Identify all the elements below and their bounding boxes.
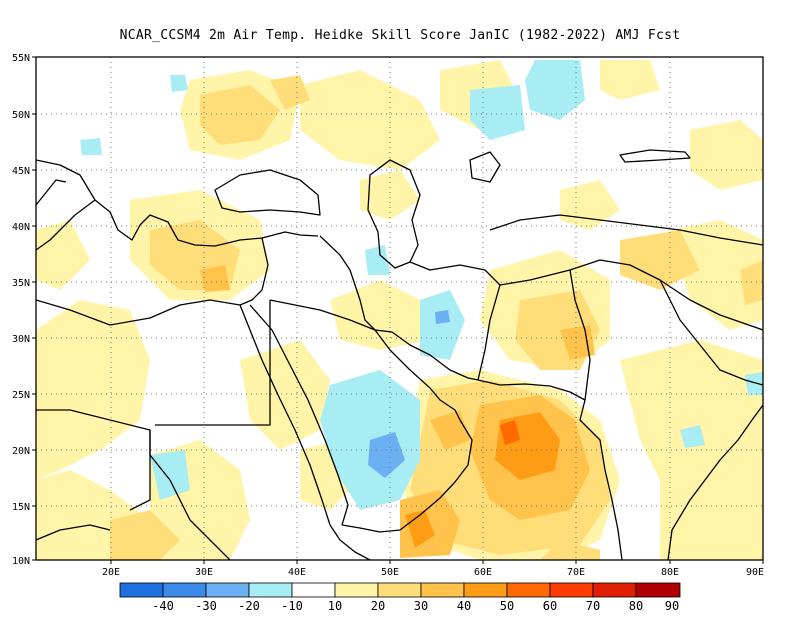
colorbar-swatch [506, 582, 551, 598]
colorbar-label: 40 [457, 599, 471, 613]
colorbar-label: 90 [665, 599, 679, 613]
lat-label: 10N [12, 556, 30, 567]
colorbar [119, 582, 681, 598]
lon-label: 80E [661, 567, 679, 578]
colorbar-swatch [592, 582, 637, 598]
lon-label: 20E [102, 567, 120, 578]
colorbar-labels: -40 -30 -20 -10 10 20 30 40 50 60 70 80 … [152, 599, 679, 613]
plot-frame [35, 56, 764, 561]
colorbar-label: -40 [152, 599, 174, 613]
colorbar-label: 50 [500, 599, 514, 613]
lon-label: 60E [474, 567, 492, 578]
colorbar-swatch [162, 582, 207, 598]
tick-marks [32, 56, 764, 564]
colorbar-label: -20 [238, 599, 260, 613]
colorbar-label: -10 [281, 599, 303, 613]
lat-label: 20N [12, 446, 30, 457]
shade-neg20-neg30 [368, 310, 450, 478]
lat-label: 55N [12, 53, 30, 64]
colorbar-swatch [635, 582, 681, 598]
lat-label: 25N [12, 390, 30, 401]
shade-50-60 [500, 420, 520, 445]
colorbar-label: 70 [586, 599, 600, 613]
colorbar-label: -30 [195, 599, 217, 613]
colorbar-label: 10 [328, 599, 342, 613]
lat-label: 45N [12, 166, 30, 177]
coastlines [36, 149, 763, 560]
skill-shading [36, 60, 763, 560]
colorbar-label: 60 [543, 599, 557, 613]
lat-label: 50N [12, 110, 30, 121]
colorbar-swatch [420, 582, 465, 598]
colorbar-swatch [463, 582, 508, 598]
lon-label: 40E [288, 567, 306, 578]
lat-tick-labels: 10N 15N 20N 25N 30N 35N 40N 45N 50N 55N [12, 53, 30, 567]
colorbar-swatch [291, 582, 336, 598]
colorbar-swatch [248, 582, 293, 598]
lon-label: 30E [195, 567, 213, 578]
colorbar-label: 20 [371, 599, 385, 613]
gridlines [36, 57, 763, 560]
lon-label: 50E [381, 567, 399, 578]
colorbar-label: 80 [629, 599, 643, 613]
colorbar-swatch [549, 582, 594, 598]
lon-label: 70E [567, 567, 585, 578]
map-title: NCAR_CCSM4 2m Air Temp. Heidke Skill Sco… [119, 28, 681, 43]
colorbar-swatch [119, 582, 164, 598]
lat-label: 30N [12, 334, 30, 345]
colorbar-swatch [205, 582, 250, 598]
lon-label: 90E [746, 567, 764, 578]
lat-label: 40N [12, 222, 30, 233]
lat-label: 35N [12, 278, 30, 289]
colorbar-swatch [377, 582, 422, 598]
colorbar-swatch [334, 582, 379, 598]
colorbar-label: 30 [414, 599, 428, 613]
lat-label: 15N [12, 502, 30, 513]
lon-tick-labels: 20E 30E 40E 50E 60E 70E 80E 90E [102, 567, 764, 578]
